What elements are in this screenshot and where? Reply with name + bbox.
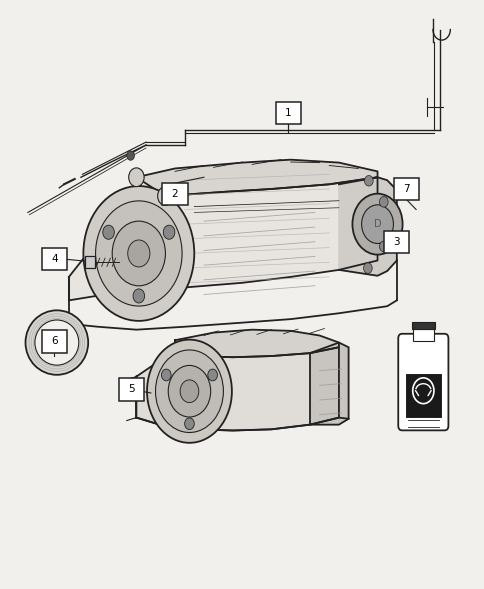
Circle shape	[133, 289, 144, 303]
Polygon shape	[338, 177, 396, 276]
Circle shape	[364, 176, 372, 186]
Polygon shape	[69, 177, 377, 300]
Circle shape	[127, 240, 150, 267]
Circle shape	[378, 197, 387, 207]
Text: 5: 5	[128, 385, 135, 395]
Circle shape	[378, 241, 387, 252]
Circle shape	[163, 225, 175, 239]
FancyBboxPatch shape	[405, 375, 440, 418]
Circle shape	[352, 194, 402, 254]
FancyBboxPatch shape	[162, 183, 187, 205]
Circle shape	[207, 369, 217, 381]
Polygon shape	[175, 330, 338, 357]
Text: 1: 1	[285, 108, 291, 118]
Circle shape	[128, 168, 144, 187]
Circle shape	[112, 221, 165, 286]
Circle shape	[103, 225, 114, 239]
Circle shape	[168, 365, 210, 417]
FancyBboxPatch shape	[411, 322, 434, 329]
Polygon shape	[126, 160, 377, 204]
Circle shape	[361, 205, 393, 243]
Ellipse shape	[26, 310, 88, 375]
Text: 7: 7	[402, 184, 409, 194]
Circle shape	[83, 186, 194, 321]
Circle shape	[155, 350, 223, 432]
Circle shape	[180, 380, 198, 402]
FancyBboxPatch shape	[85, 256, 95, 268]
Circle shape	[161, 369, 171, 381]
Polygon shape	[136, 348, 338, 431]
Text: 2: 2	[171, 188, 178, 198]
Circle shape	[95, 201, 182, 306]
Circle shape	[363, 263, 371, 273]
Text: 6: 6	[51, 336, 58, 346]
Text: D: D	[373, 219, 380, 229]
FancyBboxPatch shape	[383, 231, 408, 253]
FancyBboxPatch shape	[42, 248, 67, 270]
FancyBboxPatch shape	[412, 329, 433, 342]
Circle shape	[126, 151, 134, 160]
FancyBboxPatch shape	[393, 178, 418, 200]
Text: 3: 3	[393, 237, 399, 247]
Polygon shape	[309, 343, 348, 425]
Circle shape	[147, 340, 231, 443]
FancyBboxPatch shape	[397, 334, 448, 431]
Circle shape	[157, 187, 173, 206]
FancyBboxPatch shape	[42, 330, 67, 353]
Ellipse shape	[35, 320, 78, 365]
FancyBboxPatch shape	[119, 378, 144, 401]
Circle shape	[184, 418, 194, 429]
Text: 4: 4	[51, 254, 58, 264]
FancyBboxPatch shape	[275, 102, 300, 124]
